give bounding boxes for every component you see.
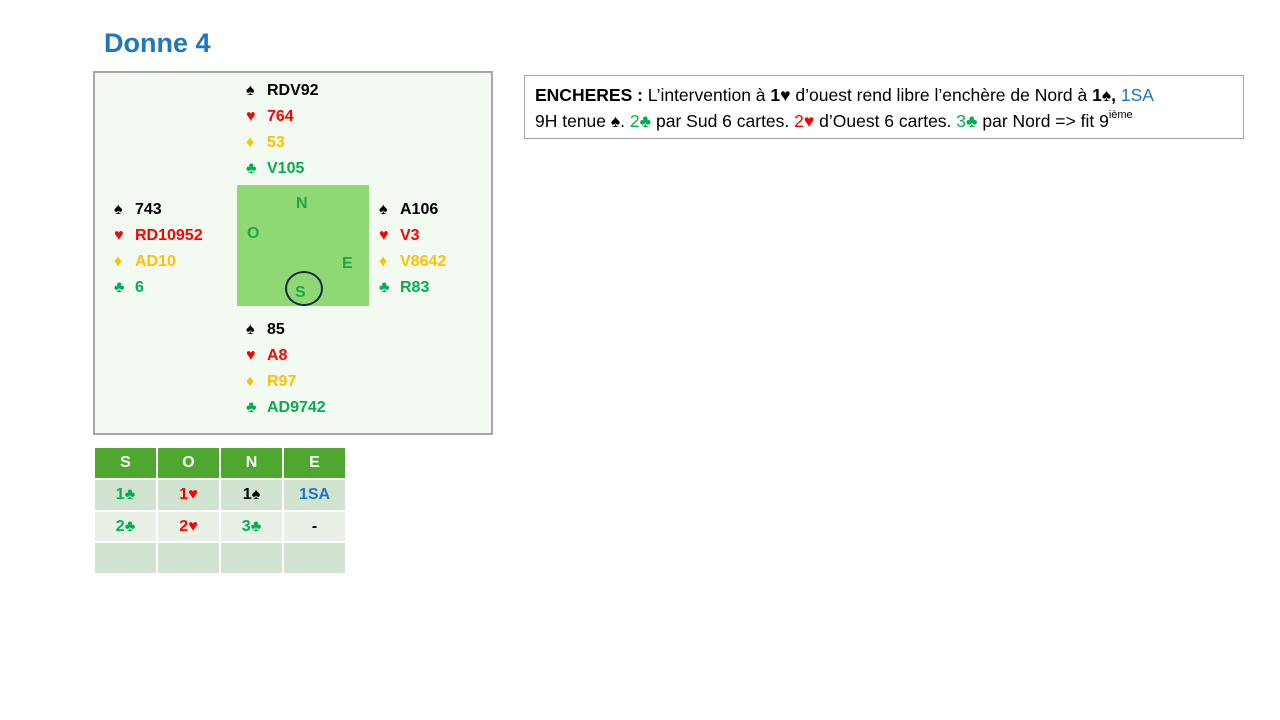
text: d’Ouest 6 cartes. — [814, 111, 957, 131]
bid-cell: 1♥ — [156, 478, 221, 512]
compass-east: E — [342, 255, 353, 272]
east-spades: A106 — [400, 201, 439, 218]
bid-3c: 3♣ — [956, 111, 978, 131]
east-clubs: R83 — [400, 279, 430, 296]
hand-east: ♠ A106 ♥ V3 ♦ V8642 ♣ R83 — [379, 197, 446, 301]
bid-cell — [282, 541, 347, 575]
encheres-label: ENCHERES : — [535, 85, 643, 105]
spade-icon: ♠ — [246, 82, 255, 99]
bid-cell: 2♣ — [93, 510, 158, 543]
club-icon: ♣ — [379, 279, 390, 296]
west-diamonds: AD10 — [135, 253, 176, 270]
spade-icon: ♠ — [246, 321, 255, 338]
bid-cell: 1♠ — [219, 478, 284, 512]
encheres-textbox: ENCHERES : L’intervention à 1♥ d’ouest r… — [524, 75, 1244, 139]
diamond-icon: ♦ — [114, 253, 123, 270]
north-diamonds: 53 — [267, 134, 285, 151]
bid-cell: 1♣ — [93, 478, 158, 512]
spade-icon: ♠ — [379, 201, 388, 218]
west-hearts: RD10952 — [135, 227, 203, 244]
text: par Nord => fit 9 — [977, 111, 1109, 131]
bid-1h: 1♥ — [770, 85, 791, 105]
heart-icon: ♥ — [246, 108, 256, 125]
heart-icon: ♥ — [379, 227, 389, 244]
east-hearts: V3 — [400, 227, 420, 244]
bid-cell: 2♥ — [156, 510, 221, 543]
bid-cell: 1SA — [282, 478, 347, 512]
table-row: 1♣ 1♥ 1♠ 1SA — [93, 478, 347, 512]
club-icon: ♣ — [114, 279, 125, 296]
bid-2h: 2♥ — [794, 111, 815, 131]
south-spades: 85 — [267, 321, 285, 338]
bid-cell — [156, 541, 221, 575]
header-south: S — [93, 446, 158, 480]
heart-icon: ♥ — [114, 227, 124, 244]
bid-cell: 3♣ — [219, 510, 284, 543]
east-diamonds: V8642 — [400, 253, 447, 270]
dealer-circle — [285, 271, 323, 306]
diamond-icon: ♦ — [246, 373, 255, 390]
hand-south: ♠ 85 ♥ A8 ♦ R97 ♣ AD9742 — [246, 317, 326, 421]
north-hearts: 764 — [267, 108, 294, 125]
bidding-table: S O N E 1♣ 1♥ 1♠ 1SA 2♣ 2♥ 3♣ - — [93, 446, 347, 575]
hand-west: ♠ 743 ♥ RD10952 ♦ AD10 ♣ 6 — [114, 197, 203, 301]
diamond-icon: ♦ — [246, 134, 255, 151]
south-diamonds: R97 — [267, 373, 297, 390]
text: L’intervention à — [642, 85, 771, 105]
text: 9H tenue ♠. — [535, 111, 630, 131]
table-row — [93, 541, 347, 575]
club-icon: ♣ — [246, 160, 257, 177]
text: d’ouest rend libre l’enchère de Nord à — [790, 85, 1093, 105]
bid-cell — [93, 541, 158, 575]
north-spades: RDV92 — [267, 82, 319, 99]
text: par Sud 6 cartes. — [651, 111, 795, 131]
bid-2c: 2♣ — [629, 111, 652, 131]
header-north: N — [219, 446, 284, 480]
north-clubs: V105 — [267, 160, 305, 177]
west-clubs: 6 — [135, 279, 144, 296]
compass-west: O — [247, 225, 260, 242]
diamond-icon: ♦ — [379, 253, 388, 270]
bid-cell: - — [282, 510, 347, 543]
club-icon: ♣ — [246, 399, 257, 416]
compass-north: N — [296, 195, 308, 212]
superscript: ième — [1108, 109, 1133, 121]
page-title: Donne 4 — [104, 28, 211, 58]
bid-1sa: 1SA — [1116, 85, 1154, 105]
compass-table: N O E S — [237, 185, 369, 306]
west-spades: 743 — [135, 201, 162, 218]
header-east: E — [282, 446, 347, 480]
compass-south: S — [295, 284, 306, 301]
deal-diagram: ♠ RDV92 ♥ 764 ♦ 53 ♣ V105 ♠ 743 ♥ RD10952 ♦ AD1… — [93, 71, 493, 435]
south-clubs: AD9742 — [267, 399, 326, 416]
bid-1s: 1♠, — [1092, 85, 1116, 105]
spade-icon: ♠ — [114, 201, 123, 218]
hand-north: ♠ RDV92 ♥ 764 ♦ 53 ♣ V105 — [246, 78, 319, 182]
south-hearts: A8 — [267, 347, 288, 364]
table-row: 2♣ 2♥ 3♣ - — [93, 510, 347, 543]
header-west: O — [156, 446, 221, 480]
bid-cell — [219, 541, 284, 575]
heart-icon: ♥ — [246, 347, 256, 364]
